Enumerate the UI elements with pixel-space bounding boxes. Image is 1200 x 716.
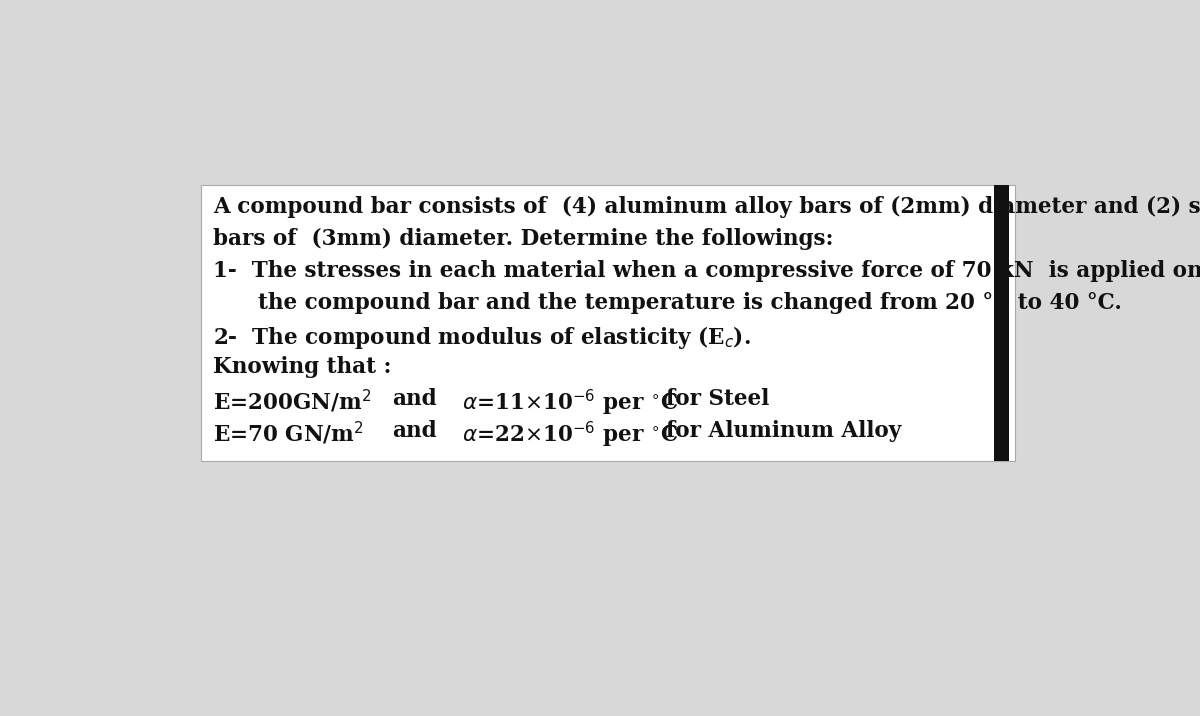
Text: E=200GN/m$^2$: E=200GN/m$^2$ xyxy=(214,388,372,415)
Text: bars of  (3mm) diameter. Determine the followings:: bars of (3mm) diameter. Determine the fo… xyxy=(214,228,834,251)
Text: $\alpha$=22$\times$10$^{-6}$ per $^{\circ}$C: $\alpha$=22$\times$10$^{-6}$ per $^{\cir… xyxy=(462,420,678,450)
Text: 2-  The compound modulus of elasticity (E$_c$).: 2- The compound modulus of elasticity (E… xyxy=(214,324,751,351)
Text: A compound bar consists of  (4) aluminum alloy bars of (2mm) diameter and (2) st: A compound bar consists of (4) aluminum … xyxy=(214,196,1200,218)
Text: and: and xyxy=(391,388,437,410)
Text: Knowing that :: Knowing that : xyxy=(214,356,391,378)
Text: for Steel: for Steel xyxy=(666,388,769,410)
Text: the compound bar and the temperature is changed from 20 °C to 40 °C.: the compound bar and the temperature is … xyxy=(214,292,1122,314)
Text: 1-  The stresses in each material when a compressive force of 70 kN  is applied : 1- The stresses in each material when a … xyxy=(214,260,1200,282)
Text: and: and xyxy=(391,420,437,442)
Text: for Aluminum Alloy: for Aluminum Alloy xyxy=(666,420,901,442)
FancyBboxPatch shape xyxy=(995,185,1009,461)
FancyBboxPatch shape xyxy=(202,185,1015,461)
Text: $\alpha$=11$\times$10$^{-6}$ per $^{\circ}$C: $\alpha$=11$\times$10$^{-6}$ per $^{\cir… xyxy=(462,388,678,418)
Text: E=70 GN/m$^2$: E=70 GN/m$^2$ xyxy=(214,420,364,448)
